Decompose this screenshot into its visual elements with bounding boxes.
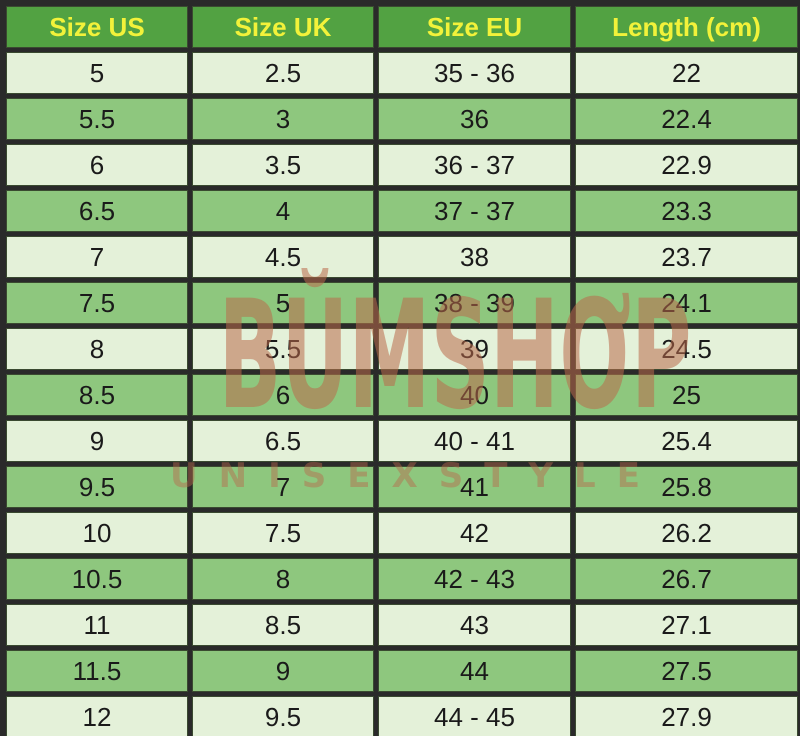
- cell-length-cm: 23.7: [575, 236, 798, 278]
- cell-size-eu: 35 - 36: [378, 52, 571, 94]
- cell-length-cm: 22: [575, 52, 798, 94]
- cell-size-us: 7: [6, 236, 188, 278]
- table-row: 11 8.5 43 27.1: [6, 604, 798, 646]
- cell-size-uk: 5.5: [192, 328, 374, 370]
- cell-length-cm: 22.9: [575, 144, 798, 186]
- cell-size-us: 10: [6, 512, 188, 554]
- table-row: 6.5 4 37 - 37 23.3: [6, 190, 798, 232]
- cell-size-uk: 4: [192, 190, 374, 232]
- cell-size-eu: 44: [378, 650, 571, 692]
- table-row: 8.5 6 40 25: [6, 374, 798, 416]
- cell-length-cm: 26.7: [575, 558, 798, 600]
- cell-length-cm: 24.5: [575, 328, 798, 370]
- cell-size-us: 8: [6, 328, 188, 370]
- cell-size-us: 11: [6, 604, 188, 646]
- cell-size-uk: 6: [192, 374, 374, 416]
- cell-length-cm: 27.1: [575, 604, 798, 646]
- cell-size-eu: 40: [378, 374, 571, 416]
- cell-length-cm: 27.9: [575, 696, 798, 736]
- table-row: 8 5.5 39 24.5: [6, 328, 798, 370]
- cell-size-uk: 3: [192, 98, 374, 140]
- table-row: 7 4.5 38 23.7: [6, 236, 798, 278]
- cell-length-cm: 25.4: [575, 420, 798, 462]
- cell-size-us: 9: [6, 420, 188, 462]
- cell-size-uk: 9: [192, 650, 374, 692]
- cell-size-eu: 44 - 45: [378, 696, 571, 736]
- cell-size-uk: 4.5: [192, 236, 374, 278]
- cell-size-uk: 5: [192, 282, 374, 324]
- cell-size-us: 9.5: [6, 466, 188, 508]
- cell-size-us: 6.5: [6, 190, 188, 232]
- table-row: 10 7.5 42 26.2: [6, 512, 798, 554]
- cell-size-eu: 38: [378, 236, 571, 278]
- header-size-us: Size US: [6, 6, 188, 48]
- cell-length-cm: 22.4: [575, 98, 798, 140]
- cell-size-eu: 39: [378, 328, 571, 370]
- cell-length-cm: 26.2: [575, 512, 798, 554]
- cell-size-us: 10.5: [6, 558, 188, 600]
- cell-size-uk: 8.5: [192, 604, 374, 646]
- table-row: 5 2.5 35 - 36 22: [6, 52, 798, 94]
- cell-size-uk: 7.5: [192, 512, 374, 554]
- table-row: 10.5 8 42 - 43 26.7: [6, 558, 798, 600]
- cell-length-cm: 25: [575, 374, 798, 416]
- table-row: 12 9.5 44 - 45 27.9: [6, 696, 798, 736]
- table-row: 7.5 5 38 - 39 24.1: [6, 282, 798, 324]
- table-row: 6 3.5 36 - 37 22.9: [6, 144, 798, 186]
- cell-size-eu: 40 - 41: [378, 420, 571, 462]
- cell-size-us: 5.5: [6, 98, 188, 140]
- cell-size-us: 6: [6, 144, 188, 186]
- table-row: 9.5 7 41 25.8: [6, 466, 798, 508]
- cell-size-eu: 41: [378, 466, 571, 508]
- cell-size-eu: 43: [378, 604, 571, 646]
- cell-size-eu: 42: [378, 512, 571, 554]
- cell-size-us: 7.5: [6, 282, 188, 324]
- cell-length-cm: 27.5: [575, 650, 798, 692]
- cell-size-eu: 36: [378, 98, 571, 140]
- cell-size-uk: 9.5: [192, 696, 374, 736]
- cell-size-us: 11.5: [6, 650, 188, 692]
- cell-size-eu: 37 - 37: [378, 190, 571, 232]
- table-row: 5.5 3 36 22.4: [6, 98, 798, 140]
- table-body: 5 2.5 35 - 36 22 5.5 3 36 22.4 6 3.5 36 - 37 22.9 6.…: [6, 52, 798, 736]
- header-size-uk: Size UK: [192, 6, 374, 48]
- table-row: 9 6.5 40 - 41 25.4: [6, 420, 798, 462]
- cell-size-uk: 2.5: [192, 52, 374, 94]
- header-length-cm: Length (cm): [575, 6, 798, 48]
- cell-size-eu: 38 - 39: [378, 282, 571, 324]
- cell-size-uk: 8: [192, 558, 374, 600]
- header-size-eu: Size EU: [378, 6, 571, 48]
- table-row: 11.5 9 44 27.5: [6, 650, 798, 692]
- cell-size-eu: 36 - 37: [378, 144, 571, 186]
- cell-length-cm: 23.3: [575, 190, 798, 232]
- cell-size-us: 12: [6, 696, 188, 736]
- cell-length-cm: 24.1: [575, 282, 798, 324]
- cell-size-uk: 3.5: [192, 144, 374, 186]
- cell-length-cm: 25.8: [575, 466, 798, 508]
- cell-size-us: 8.5: [6, 374, 188, 416]
- cell-size-uk: 7: [192, 466, 374, 508]
- cell-size-eu: 42 - 43: [378, 558, 571, 600]
- header-row: Size US Size UK Size EU Length (cm): [6, 6, 798, 48]
- cell-size-uk: 6.5: [192, 420, 374, 462]
- cell-size-us: 5: [6, 52, 188, 94]
